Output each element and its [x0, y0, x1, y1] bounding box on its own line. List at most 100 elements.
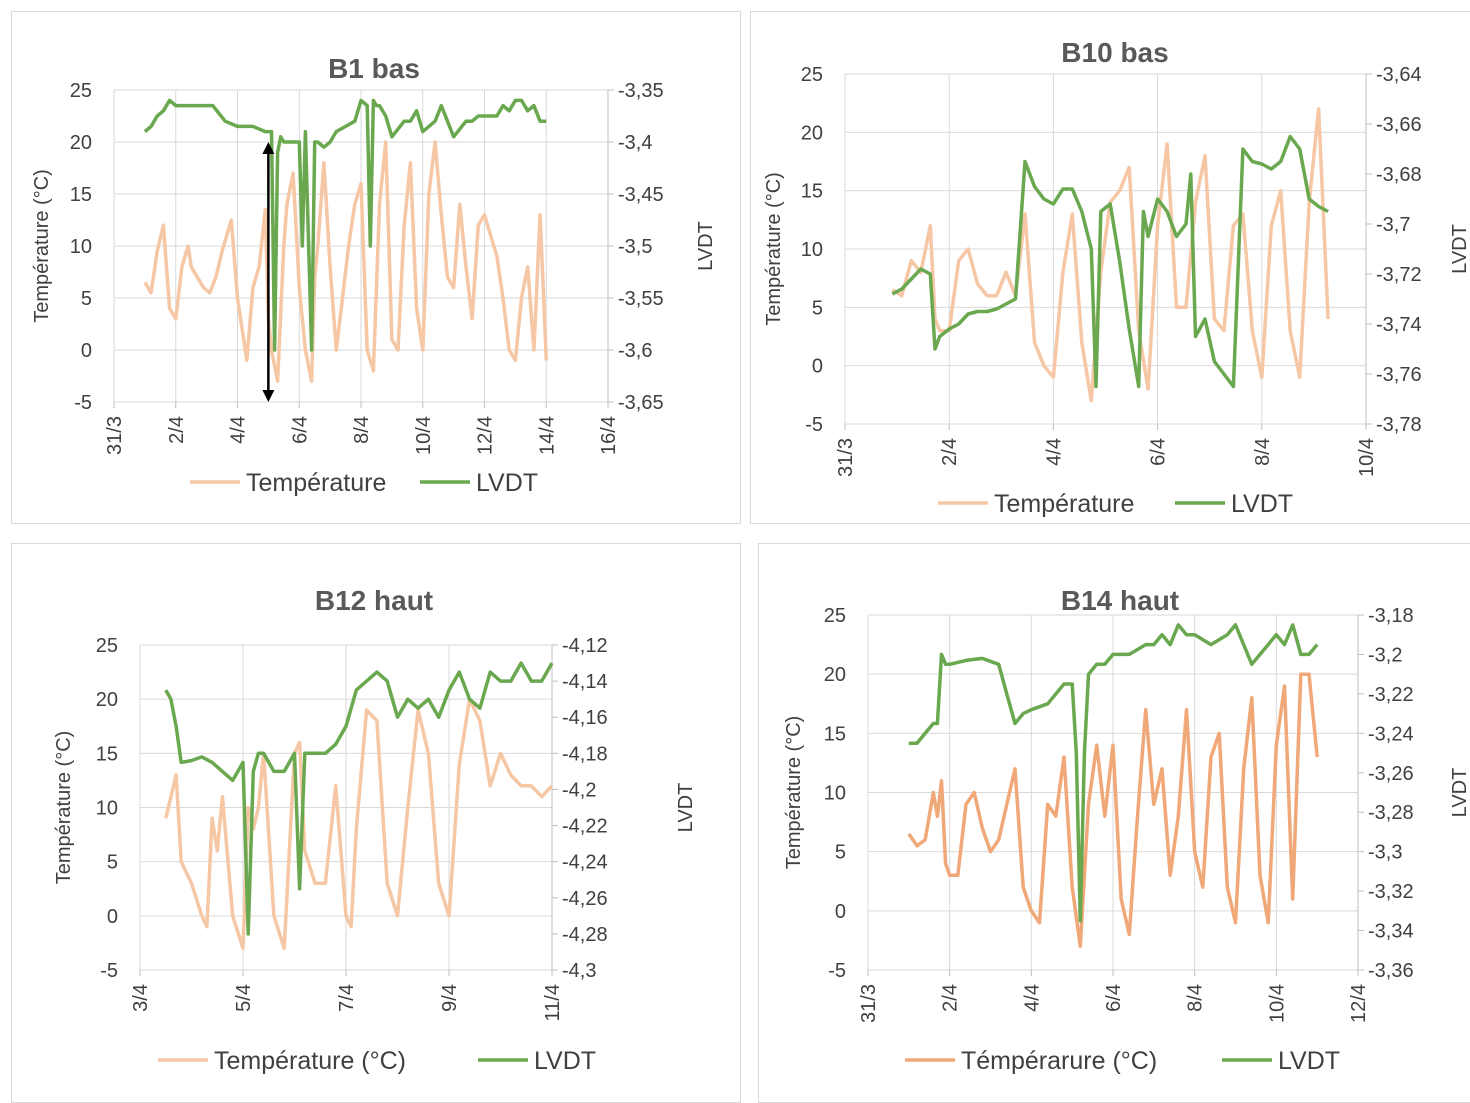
y2-tick-label: -4,16: [562, 707, 608, 729]
y-tick-label: 5: [107, 852, 118, 874]
annotation-arrow-head-down: [262, 390, 275, 402]
y-axis-label: Température (°C): [53, 731, 75, 885]
y-tick-label: 0: [107, 906, 118, 928]
y2-tick-label: -3,26: [1368, 763, 1414, 785]
y2-tick-label: -3,24: [1368, 723, 1414, 745]
chart-panel-b12-haut: [11, 543, 741, 1103]
y2-tick-label: -3,34: [1368, 921, 1414, 943]
y2-tick-label: -3,68: [1376, 164, 1422, 186]
x-tick-label: 9/4: [439, 984, 461, 1012]
x-tick-label: 11/4: [542, 984, 564, 1021]
y-tick-label: 10: [70, 236, 92, 258]
series-line-lvdt: [891, 134, 1329, 389]
y2-tick-label: -3,66: [1376, 114, 1422, 136]
y2-tick-label: -4,28: [562, 924, 608, 946]
y-tick-label: 20: [824, 664, 846, 686]
y-tick-label: 10: [96, 798, 118, 820]
y2-tick-label: -3,55: [618, 288, 664, 310]
series-line-temperature: [143, 140, 549, 383]
y-tick-label: -5: [828, 960, 846, 982]
y-tick-label: 0: [835, 901, 846, 923]
y-tick-label: 20: [70, 132, 92, 154]
series-line-temperature: [164, 697, 554, 951]
series-line-lvdt: [908, 623, 1319, 923]
annotation-arrow-head-up: [262, 142, 275, 154]
legend-label: LVDT: [1231, 490, 1293, 518]
x-tick-label: 8/4: [1252, 438, 1274, 466]
y-tick-label: 15: [70, 184, 92, 206]
x-tick-label: 10/4: [1266, 984, 1288, 1023]
x-tick-label: 10/4: [1356, 438, 1378, 477]
y2-tick-label: -3,32: [1368, 881, 1414, 903]
y-axis-label: Température (°C): [31, 169, 53, 323]
y2-tick-label: -4,2: [562, 779, 596, 801]
x-tick-label: 12/4: [475, 416, 497, 455]
y2-tick-label: -4,14: [562, 671, 608, 693]
y2-tick-label: -3,36: [1368, 960, 1414, 982]
x-tick-label: 31/3: [104, 416, 126, 455]
y-tick-label: 5: [81, 288, 92, 310]
y-tick-label: 20: [96, 689, 118, 711]
x-tick-label: 6/4: [1103, 984, 1125, 1012]
y2-tick-label: -3,3: [1368, 842, 1402, 864]
y2-axis-label: LVDT: [695, 221, 717, 271]
x-tick-label: 16/4: [598, 416, 620, 455]
y-tick-label: 5: [835, 842, 846, 864]
y2-tick-label: -4,3: [562, 960, 596, 982]
y2-tick-label: -3,45: [618, 184, 664, 206]
x-tick-label: 4/4: [1021, 984, 1043, 1012]
series-line-temperature: [891, 107, 1330, 403]
y-tick-label: 10: [824, 783, 846, 805]
y2-tick-label: -3,28: [1368, 802, 1414, 824]
x-tick-label: 8/4: [1185, 984, 1207, 1012]
y-tick-label: -5: [805, 414, 823, 436]
x-tick-label: 4/4: [1043, 438, 1065, 466]
chart-title: B10 bas: [1061, 37, 1168, 68]
chart-b12-haut: B12 haut -5 0 5 10 15 20 25 3/4 5/4 7/4 9/4 11/4-4,3…: [53, 585, 697, 1075]
y2-tick-label: -3,65: [618, 392, 664, 414]
series-line-lvdt: [164, 661, 554, 936]
y2-axis-label: LVDT: [675, 783, 697, 833]
y-tick-label: 5: [812, 297, 823, 319]
x-tick-label: 31/3: [835, 438, 857, 477]
y-tick-label: 10: [801, 239, 823, 261]
legend-label: LVDT: [534, 1047, 596, 1075]
legend-label: Témpérarure (°C): [961, 1047, 1157, 1075]
y2-tick-label: -3,6: [618, 340, 652, 362]
y-tick-label: 25: [824, 605, 846, 627]
y-tick-label: 0: [812, 356, 823, 378]
legend-label: Température: [246, 469, 386, 497]
y2-tick-label: -3,7: [1376, 214, 1410, 236]
y2-axis-label: LVDT: [1449, 224, 1470, 274]
y-tick-label: 15: [824, 723, 846, 745]
x-tick-label: 6/4: [289, 416, 311, 444]
y2-tick-label: -3,22: [1368, 684, 1414, 706]
y2-tick-label: -3,64: [1376, 64, 1422, 86]
y-tick-label: 25: [70, 80, 92, 102]
legend-label: Température (°C): [214, 1047, 406, 1075]
y-tick-label: -5: [74, 392, 92, 414]
legend-label: LVDT: [1278, 1047, 1340, 1075]
y2-tick-label: -3,18: [1368, 605, 1414, 627]
x-tick-label: 8/4: [351, 416, 373, 444]
y2-tick-label: -3,72: [1376, 264, 1422, 286]
series-line-lvdt: [143, 98, 547, 352]
y-axis-label: Température (°C): [763, 172, 785, 326]
y-tick-label: 0: [81, 340, 92, 362]
x-tick-label: 2/4: [166, 416, 188, 444]
chart-title: B14 haut: [1061, 585, 1179, 616]
x-tick-label: 5/4: [233, 984, 255, 1012]
chart-title: B12 haut: [315, 585, 433, 616]
x-tick-label: 3/4: [130, 984, 152, 1012]
y-tick-label: -5: [100, 960, 118, 982]
y2-tick-label: -3,78: [1376, 414, 1422, 436]
y2-tick-label: -3,2: [1368, 644, 1402, 666]
y2-tick-label: -3,76: [1376, 364, 1422, 386]
series-line-temperature: [907, 672, 1319, 949]
chart-b1-bas: B1 bas -5 0 5 10 15 20 25 31/3 2/4 4/4 6/4 8/4 10/4 12…: [31, 53, 717, 497]
y2-axis-label: LVDT: [1449, 768, 1470, 818]
x-tick-label: 12/4: [1348, 984, 1370, 1023]
x-tick-label: 14/4: [536, 416, 558, 455]
y2-tick-label: -4,18: [562, 743, 608, 765]
